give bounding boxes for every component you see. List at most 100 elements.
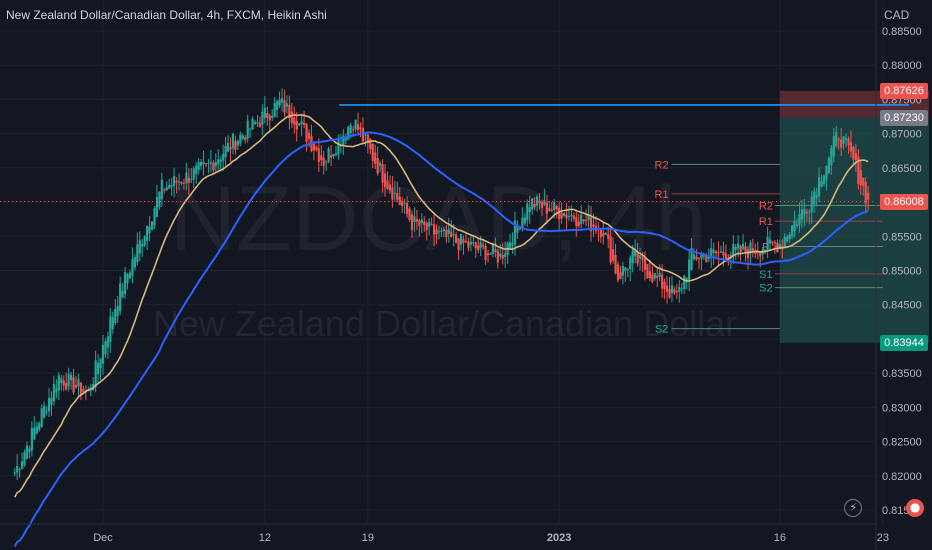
candle-body: [398, 196, 401, 205]
candle-body: [150, 221, 154, 230]
candle-body: [695, 256, 698, 260]
candle-body: [575, 217, 578, 226]
candle-body: [334, 153, 338, 156]
candle-body: [391, 187, 394, 200]
currency-label: CAD: [884, 8, 910, 22]
candle-body: [222, 153, 225, 161]
candle-body: [347, 127, 350, 140]
candle-body: [33, 428, 36, 440]
candle-body: [651, 274, 654, 283]
candle-body: [820, 181, 823, 187]
canada-flag-icon[interactable]: [906, 499, 925, 517]
candle-body: [153, 208, 156, 226]
candle-body: [572, 215, 575, 220]
candle-body: [567, 216, 571, 218]
candle-body: [329, 155, 333, 158]
candle-body: [830, 147, 833, 166]
candle-body: [751, 248, 754, 253]
candle-body: [795, 224, 799, 227]
candle-body: [548, 208, 551, 212]
pivot-label-s2: S2: [759, 283, 772, 295]
candle-body: [592, 224, 595, 227]
candle-body: [47, 397, 51, 412]
candle-body: [538, 201, 541, 204]
candle-body: [570, 214, 573, 217]
candle-body: [553, 202, 556, 211]
y-tick-label: 0.83500: [882, 368, 922, 380]
candle-body: [199, 161, 203, 167]
y-tick-label: 0.88500: [882, 26, 922, 38]
candle-body: [638, 255, 642, 259]
x-tick-label: 23: [877, 532, 889, 544]
candle-body: [94, 360, 97, 388]
candle-body: [724, 253, 728, 261]
candle-body: [379, 162, 382, 166]
candle-body: [246, 120, 249, 139]
candle-body: [214, 162, 217, 167]
candle-body: [560, 213, 563, 219]
candle-body: [89, 389, 92, 391]
candle-body: [722, 252, 725, 256]
watermark-symbol: NZDCAD, 4h: [170, 168, 707, 270]
candle-body: [30, 427, 33, 451]
candle-body: [428, 221, 431, 227]
candle-body: [803, 209, 806, 215]
candle-body: [376, 158, 379, 174]
candle-body: [526, 203, 529, 221]
candle-body: [126, 274, 129, 284]
candle-body: [837, 139, 840, 141]
current-price-tag: 0.86008: [880, 193, 928, 210]
candle-body: [300, 121, 303, 125]
candle-body: [393, 192, 396, 194]
candle-body: [565, 214, 568, 219]
candle-body: [55, 388, 58, 393]
candle-body: [163, 189, 166, 191]
x-tick-label: 2023: [547, 532, 571, 544]
candle-body: [109, 316, 112, 343]
candle-body: [643, 258, 647, 270]
chart-title: New Zealand Dollar/Canadian Dollar, 4h, …: [6, 8, 327, 22]
candle-body: [315, 146, 318, 151]
candle-body: [499, 253, 502, 257]
candle-body: [626, 268, 629, 270]
candle-body: [197, 162, 200, 170]
candle-body: [202, 162, 205, 165]
candle-body: [822, 175, 826, 184]
drawn-lines[interactable]: [0, 104, 909, 203]
candle-body: [707, 256, 710, 259]
candle-body: [791, 225, 794, 237]
candle-body: [477, 245, 480, 251]
candle-body: [148, 226, 151, 234]
candle-body: [653, 273, 656, 279]
candle-body: [121, 290, 124, 298]
candle-body: [599, 228, 602, 238]
lightning-icon[interactable]: ⚡: [844, 499, 863, 517]
candle-body: [459, 234, 463, 245]
candle-body: [692, 254, 696, 259]
candle-body: [602, 233, 605, 237]
y-tick-label: 0.86500: [882, 163, 922, 175]
candle-body: [624, 267, 627, 271]
candles: [13, 88, 870, 480]
candle-body: [276, 101, 279, 110]
candle-body: [521, 217, 524, 229]
entry-price-tag: 0.87230: [880, 109, 928, 126]
pivot-label-s2: S2: [655, 324, 668, 336]
candle-body: [251, 118, 254, 130]
candle-body: [511, 243, 514, 246]
candle-body: [663, 281, 666, 290]
candle-body: [800, 209, 804, 220]
candle-body: [302, 122, 306, 125]
candle-body: [737, 243, 740, 249]
candle-body: [849, 142, 853, 152]
candle-body: [165, 187, 168, 191]
candle-body: [344, 137, 347, 141]
candle-body: [545, 202, 548, 214]
candle-body: [710, 248, 713, 258]
candle-body: [173, 176, 176, 186]
candle-body: [854, 153, 857, 160]
candle-body: [491, 244, 495, 255]
candle-body: [143, 236, 146, 246]
candle-body: [192, 168, 195, 180]
